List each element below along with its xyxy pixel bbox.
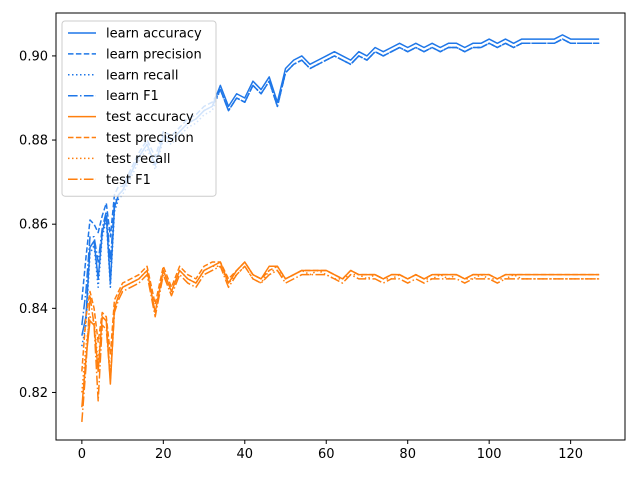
x-tick-label: 80 <box>399 447 416 462</box>
x-axis: 0 20 40 60 80 100 120 <box>78 440 583 462</box>
legend-box <box>61 20 217 197</box>
legend-label: learn accuracy <box>106 27 202 42</box>
legend-label: test accuracy <box>106 110 194 125</box>
series-line-test-precision <box>81 261 600 372</box>
y-tick-label: 0.86 <box>19 218 48 233</box>
x-tick-label: 20 <box>155 447 172 462</box>
x-tick-label: 60 <box>318 447 335 462</box>
legend-label: test F1 <box>106 173 151 188</box>
series-line-test-f1 <box>81 265 600 422</box>
x-tick-label: 120 <box>558 447 583 462</box>
legend-label: learn recall <box>106 68 178 83</box>
y-tick-label: 0.88 <box>19 134 48 149</box>
legend-label: learn precision <box>106 47 202 62</box>
x-tick-label: 0 <box>78 447 86 462</box>
y-tick-label: 0.82 <box>19 386 48 401</box>
y-axis: 0.82 0.84 0.86 0.88 0.90 <box>19 49 56 401</box>
x-tick-label: 100 <box>477 447 502 462</box>
legend-label: test recall <box>106 152 171 167</box>
y-tick-label: 0.90 <box>19 49 48 64</box>
legend-label: test precision <box>106 131 194 146</box>
x-tick-label: 40 <box>237 447 254 462</box>
y-tick-label: 0.84 <box>19 302 48 317</box>
legend-label: learn F1 <box>106 89 159 104</box>
legend: learn accuracy learn precision learn recal… <box>61 20 217 197</box>
plot-frame <box>55 12 626 441</box>
